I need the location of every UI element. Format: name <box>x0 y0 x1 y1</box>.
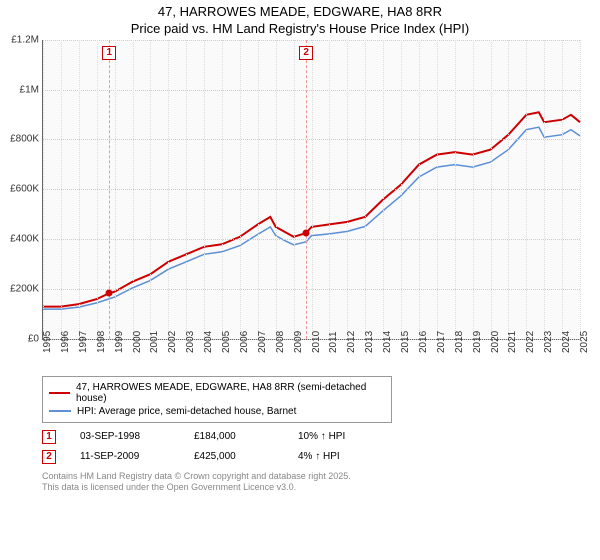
legend-swatch-price <box>49 392 70 394</box>
y-tick-label: £800K <box>1 134 39 145</box>
legend: 47, HARROWES MEADE, EDGWARE, HA8 8RR (se… <box>42 376 392 423</box>
legend-row-price: 47, HARROWES MEADE, EDGWARE, HA8 8RR (se… <box>49 381 385 405</box>
event-dot <box>303 229 310 236</box>
legend-label-hpi: HPI: Average price, semi-detached house,… <box>77 406 296 417</box>
event-date-1: 03-SEP-1998 <box>80 431 170 442</box>
event-date-2: 11-SEP-2009 <box>80 451 170 462</box>
footer-line-2: This data is licensed under the Open Gov… <box>42 482 600 494</box>
y-tick-label: £600K <box>1 184 39 195</box>
legend-row-hpi: HPI: Average price, semi-detached house,… <box>49 405 385 418</box>
x-tick-label: 2025 <box>579 331 600 353</box>
chart-title: 47, HARROWES MEADE, EDGWARE, HA8 8RR Pri… <box>0 0 600 40</box>
event-delta-2: 4% ↑ HPI <box>298 451 340 462</box>
event-guideline <box>306 40 307 339</box>
title-line-2: Price paid vs. HM Land Registry's House … <box>0 21 600 38</box>
event-marker-1: 1 <box>42 430 56 444</box>
y-tick-label: £1.2M <box>1 34 39 45</box>
y-tick-label: £200K <box>1 283 39 294</box>
y-tick-label: £1M <box>1 84 39 95</box>
legend-swatch-hpi <box>49 410 71 412</box>
footer: Contains HM Land Registry data © Crown c… <box>42 467 600 494</box>
event-marker-chart: 2 <box>299 46 313 60</box>
event-dot <box>106 289 113 296</box>
title-line-1: 47, HARROWES MEADE, EDGWARE, HA8 8RR <box>0 4 600 21</box>
y-tick-label: £400K <box>1 234 39 245</box>
plot-region: £0£200K£400K£600K£800K£1M£1.2M12 <box>42 40 580 340</box>
event-price-2: £425,000 <box>194 451 274 462</box>
event-row-1: 1 03-SEP-1998 £184,000 10% ↑ HPI <box>42 427 600 447</box>
legend-label-price: 47, HARROWES MEADE, EDGWARE, HA8 8RR (se… <box>76 382 385 404</box>
event-marker-chart: 1 <box>102 46 116 60</box>
event-marker-2: 2 <box>42 450 56 464</box>
footer-line-1: Contains HM Land Registry data © Crown c… <box>42 471 600 483</box>
event-delta-1: 10% ↑ HPI <box>298 431 345 442</box>
y-tick-label: £0 <box>1 333 39 344</box>
events-table: 1 03-SEP-1998 £184,000 10% ↑ HPI 2 11-SE… <box>42 427 600 467</box>
event-price-1: £184,000 <box>194 431 274 442</box>
event-row-2: 2 11-SEP-2009 £425,000 4% ↑ HPI <box>42 447 600 467</box>
chart-area: £0£200K£400K£600K£800K£1M£1.2M12 1995199… <box>42 40 580 370</box>
